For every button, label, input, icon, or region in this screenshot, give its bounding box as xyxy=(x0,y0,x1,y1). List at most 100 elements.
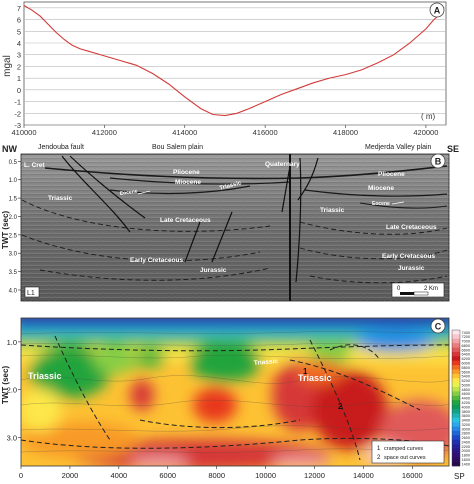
fault-jendouba xyxy=(61,155,131,233)
x-tick-label: 416000 xyxy=(253,128,278,137)
contours xyxy=(21,331,449,453)
blob-pink-bottom2 xyxy=(270,456,330,466)
dashed-horizon-2 xyxy=(21,234,261,262)
colorbar-label: 2200 xyxy=(462,445,470,449)
y-tick-label: 3.5 xyxy=(9,270,18,276)
colorbar-swatch xyxy=(452,365,460,370)
colorbar-swatch xyxy=(452,330,460,335)
panel-c-xunit: SP xyxy=(454,472,465,481)
line-id: L1 xyxy=(27,290,35,297)
colorbar-label: 5600 xyxy=(462,370,470,374)
colorbar-label: 3400 xyxy=(462,419,470,423)
dashed-horizon-4 xyxy=(299,221,448,235)
y-tick-label: 1.0 xyxy=(9,178,18,184)
colorbar-swatch xyxy=(452,369,460,375)
dash-right-steep xyxy=(309,339,361,461)
panel-a-letter: A xyxy=(434,6,441,16)
panel-c-letter: C xyxy=(435,322,442,332)
colorbar-swatch xyxy=(452,457,460,462)
contour-5 xyxy=(21,399,449,408)
horizon-base-pliocene xyxy=(109,177,291,185)
colorbar-swatch xyxy=(452,356,460,362)
contour-6 xyxy=(21,425,449,432)
label-nw: NW xyxy=(2,144,17,154)
colorbar-swatch xyxy=(452,373,460,379)
panel-c-x-ticks: 0 2000 4000 6000 8000 10000 12000 14000 16000 xyxy=(19,466,423,480)
unit-triassic-left: Triassic xyxy=(48,195,73,202)
curve-legend-box xyxy=(371,440,445,464)
dashed-horizon-5 xyxy=(299,247,448,260)
velocity-map xyxy=(21,318,449,466)
dash-right-arc xyxy=(289,359,421,411)
dash-right-dome xyxy=(329,344,381,361)
panel-a-grid xyxy=(24,7,446,126)
fault-7 xyxy=(281,165,291,213)
y-tick-label: 2 xyxy=(17,62,21,71)
panel-b-y-ticks: 0.5 1.0 1.5 2.0 2.5 3.0 3.5 4.0 xyxy=(9,160,21,294)
y-tick-label: 6 xyxy=(17,16,21,25)
colorbar-swatch xyxy=(452,461,460,467)
unit-jurassic-left: Jurassic xyxy=(200,267,227,274)
colorbar-label: 3800 xyxy=(462,410,470,414)
y-tick-label: -1 xyxy=(14,98,21,107)
colorbar-label: 4400 xyxy=(462,397,470,401)
fault-3 xyxy=(184,221,201,263)
colorbar-label: 5400 xyxy=(462,375,470,379)
colorbar-swatch xyxy=(452,387,460,392)
dashed-horizon-3 xyxy=(39,267,271,281)
panel-c-y-ticks: 1.0 2.0 3.0 xyxy=(7,338,21,442)
contour-4 xyxy=(21,375,449,384)
colorbar-label: 3000 xyxy=(462,427,470,431)
colorbar-swatch xyxy=(452,395,460,401)
unit-pliocene-right: Pliocene xyxy=(378,171,405,178)
unit-early-cretaceous-right: Early Cretaceous xyxy=(382,253,435,260)
arrow-eocene-right xyxy=(391,201,405,205)
triassic-right: Triassic xyxy=(298,373,332,383)
colorbar-swatch xyxy=(452,444,460,449)
unit-quaternary: Quaternary xyxy=(265,161,300,168)
y-tick-label: 0.5 xyxy=(9,160,18,166)
y-tick-label: 1.5 xyxy=(9,197,18,203)
x-tick-label: 10000 xyxy=(255,471,276,480)
panel-a-unit: ( m) xyxy=(421,112,436,121)
panel-c-frame xyxy=(20,317,450,467)
colorbar-swatch xyxy=(452,351,460,357)
colorbar-label: 1800 xyxy=(462,454,470,458)
colorbar-swatch xyxy=(452,439,460,445)
panel-c-ylabel: TWT (sec) xyxy=(1,366,10,405)
colorbar-label: 4600 xyxy=(462,392,470,396)
unit-labels: L. Cret Quaternary Pliocene Pliocene Mio… xyxy=(24,161,437,274)
colorbar-swatch xyxy=(452,452,460,458)
unit-late-cretaceous-left: Late Cretaceous xyxy=(160,217,211,224)
colorbar-label: 1400 xyxy=(462,462,470,466)
y-tick-label: 2.0 xyxy=(7,386,17,395)
triassic-mid: Triassic xyxy=(254,358,279,367)
colorbar-swatch xyxy=(452,417,460,423)
x-tick-label: 412000 xyxy=(92,128,117,137)
colorbar-label: 3200 xyxy=(462,423,470,427)
panel-b-badge xyxy=(430,153,446,169)
contour-3 xyxy=(21,354,449,360)
unit-eocene-left: Eocene xyxy=(119,189,138,197)
x-tick-label: 420000 xyxy=(413,128,438,137)
legend-text-2: space out curves xyxy=(384,455,426,461)
legend-num-2: 2 xyxy=(377,455,381,461)
panel-c-badge xyxy=(430,318,446,334)
y-tick-label: 4.0 xyxy=(9,288,18,294)
marker-1: 1 xyxy=(303,367,308,376)
colorbar-swatch xyxy=(452,391,460,397)
colorbar-label: 4000 xyxy=(462,405,470,409)
blob-red-left xyxy=(130,379,154,411)
colorbar-label: 5000 xyxy=(462,383,470,387)
blob-yellow-left xyxy=(21,388,62,432)
colorbar-label: 7200 xyxy=(462,335,470,339)
colorbar-swatch xyxy=(452,338,460,344)
panel-b-letter: B xyxy=(435,157,442,167)
label-bou-salem: Bou Salem plain xyxy=(152,144,203,151)
dash-mid xyxy=(139,419,301,429)
unit-triassic-right: Triassic xyxy=(320,207,345,214)
fault-2 xyxy=(69,155,146,219)
x-tick-label: 414000 xyxy=(172,128,197,137)
blob-pink-bottom xyxy=(130,456,190,466)
arrow-eocene-left xyxy=(137,190,151,195)
